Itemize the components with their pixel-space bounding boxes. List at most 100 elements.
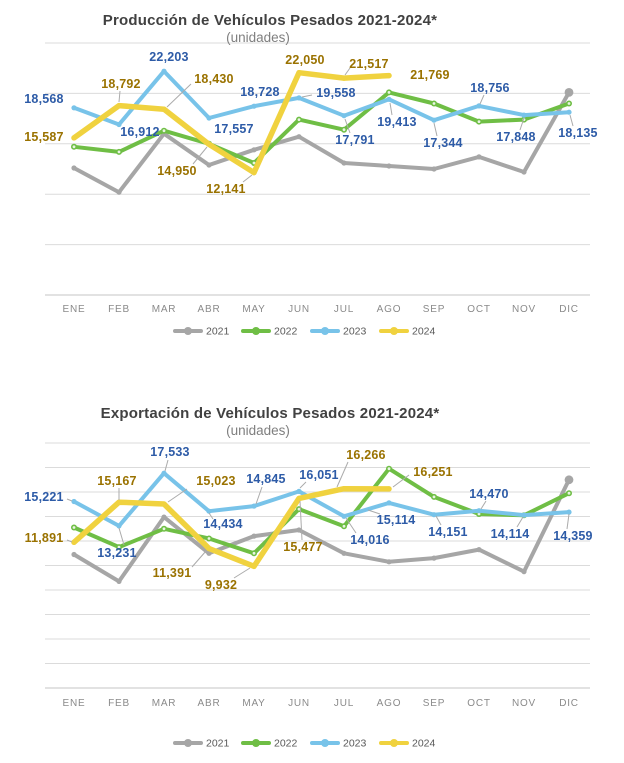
series-marker-2023 xyxy=(341,513,347,519)
series-marker-2021 xyxy=(206,550,212,556)
data-label-2024-MAY: 12,141 xyxy=(206,182,245,196)
data-label-2023-JUN: 16,051 xyxy=(299,468,338,482)
data-label-2023-SEP: 14,151 xyxy=(428,525,467,539)
series-marker-2023 xyxy=(71,105,77,111)
label-leader xyxy=(242,174,253,183)
label-leader xyxy=(167,488,188,503)
series-marker-2024 xyxy=(251,170,257,176)
data-label-2023-OCT: 14,470 xyxy=(469,487,508,501)
label-leader xyxy=(255,486,263,505)
series-marker-2024 xyxy=(386,73,392,79)
legend-dot-2022 xyxy=(252,327,260,335)
series-marker-2023 xyxy=(431,117,437,123)
series-marker-2024 xyxy=(341,75,347,81)
label-leader xyxy=(519,117,525,131)
data-label-2023-MAR: 17,533 xyxy=(150,445,189,459)
axis-label-month: MAR xyxy=(152,304,177,315)
chart2-subtitle: (unidades) xyxy=(226,423,290,438)
data-label-2023-JUN: 19,558 xyxy=(316,86,355,100)
label-leader xyxy=(392,474,410,488)
data-label-2024-ABR: 11,391 xyxy=(153,566,192,580)
axis-label-month: DIC xyxy=(559,698,579,709)
axis-label-month: FEB xyxy=(108,304,130,315)
data-label-2024-AGO: 16,251 xyxy=(413,465,452,479)
label-leader xyxy=(301,94,313,98)
series-marker-2021 xyxy=(431,166,437,172)
series-marker-center-2022 xyxy=(432,102,436,105)
axis-label-month: OCT xyxy=(467,698,491,709)
data-label-2023-NOV: 14,114 xyxy=(491,527,530,541)
series-marker-2023 xyxy=(251,503,257,509)
data-label-2023-MAY: 14,845 xyxy=(246,472,285,486)
series-marker-2024 xyxy=(116,499,122,505)
data-label-2023-NOV: 17,848 xyxy=(496,130,535,144)
data-label-2024-FEB: 15,167 xyxy=(97,474,136,488)
series-marker-center-2022 xyxy=(432,495,436,499)
series-marker-2023 xyxy=(116,121,122,128)
axis-label-month: MAY xyxy=(242,304,265,315)
legend-dot-2024 xyxy=(390,327,398,335)
series-marker-2021 xyxy=(476,154,482,160)
series-marker-2023 xyxy=(566,509,572,515)
series-marker-center-2022 xyxy=(117,545,121,549)
series-marker-2023 xyxy=(386,500,392,506)
series-marker-2023 xyxy=(521,112,527,118)
series-marker-2023 xyxy=(386,96,392,102)
series-marker-center-2022 xyxy=(477,120,481,123)
series-marker-2024 xyxy=(296,70,302,76)
data-label-2023-MAR: 22,203 xyxy=(149,50,188,64)
series-marker-center-2022 xyxy=(252,551,256,555)
data-label-2023-ENE: 18,568 xyxy=(24,92,63,106)
series-marker-center-2022 xyxy=(162,129,166,133)
series-marker-center-2022 xyxy=(567,102,571,105)
series-marker-center-2022 xyxy=(252,161,256,165)
data-label-2024-JUN: 22,050 xyxy=(285,53,324,67)
series-marker-2024 xyxy=(296,495,302,501)
data-label-2024-MAY: 9,932 xyxy=(205,578,237,592)
data-label-2024-AGO: 21,769 xyxy=(410,68,449,82)
data-label-2024-MAR: 15,023 xyxy=(196,474,235,488)
axis-label-month: ABR xyxy=(198,304,221,315)
series-end-dot-2021 xyxy=(564,475,574,485)
axis-label-month: NOV xyxy=(512,698,536,709)
data-label-2024-ENE: 11,891 xyxy=(25,531,64,545)
axis-label-month: NOV xyxy=(512,304,536,315)
chart2-title: Exportación de Vehículos Pesados 2021-20… xyxy=(100,405,440,422)
series-marker-center-2022 xyxy=(342,524,346,528)
label-leader xyxy=(345,517,357,534)
series-marker-2024 xyxy=(386,486,392,492)
series-marker-2023 xyxy=(476,508,482,514)
axis-label-month: ENE xyxy=(63,698,86,709)
legend-dot-2023 xyxy=(321,739,329,747)
data-label-2024-ENE: 15,587 xyxy=(24,130,63,144)
label-leader xyxy=(208,512,214,520)
series-marker-2024 xyxy=(161,106,167,112)
series-marker-2021 xyxy=(116,578,122,585)
legend-label-2024: 2024 xyxy=(412,738,436,750)
label-leader xyxy=(118,90,121,103)
series-marker-2023 xyxy=(296,95,302,101)
series-marker-center-2022 xyxy=(72,526,76,529)
series-line-2024 xyxy=(71,69,392,176)
axis-label-month: SEP xyxy=(423,698,445,709)
series-marker-2021 xyxy=(116,189,122,195)
label-leader xyxy=(569,114,574,127)
label-leader xyxy=(433,122,438,137)
series-marker-center-2022 xyxy=(387,91,391,94)
series-marker-2021 xyxy=(476,547,482,553)
series-marker-2024 xyxy=(161,501,167,507)
axis-label-month: ABR xyxy=(198,698,221,709)
axis-label-month: SEP xyxy=(423,304,445,315)
label-leader xyxy=(191,550,207,568)
series-marker-2024 xyxy=(206,545,212,552)
series-marker-2023 xyxy=(251,103,257,109)
data-label-2024-ABR: 14,950 xyxy=(157,164,196,178)
label-leader xyxy=(192,146,208,165)
legend-dot-2024 xyxy=(390,739,398,747)
series-marker-2021 xyxy=(521,569,527,575)
data-label-2023-MAY: 18,728 xyxy=(240,85,279,99)
data-label-2024-FEB: 18,792 xyxy=(101,77,140,91)
series-marker-2023 xyxy=(206,508,212,514)
series-marker-2023 xyxy=(296,488,302,494)
series-marker-center-2022 xyxy=(117,150,121,154)
